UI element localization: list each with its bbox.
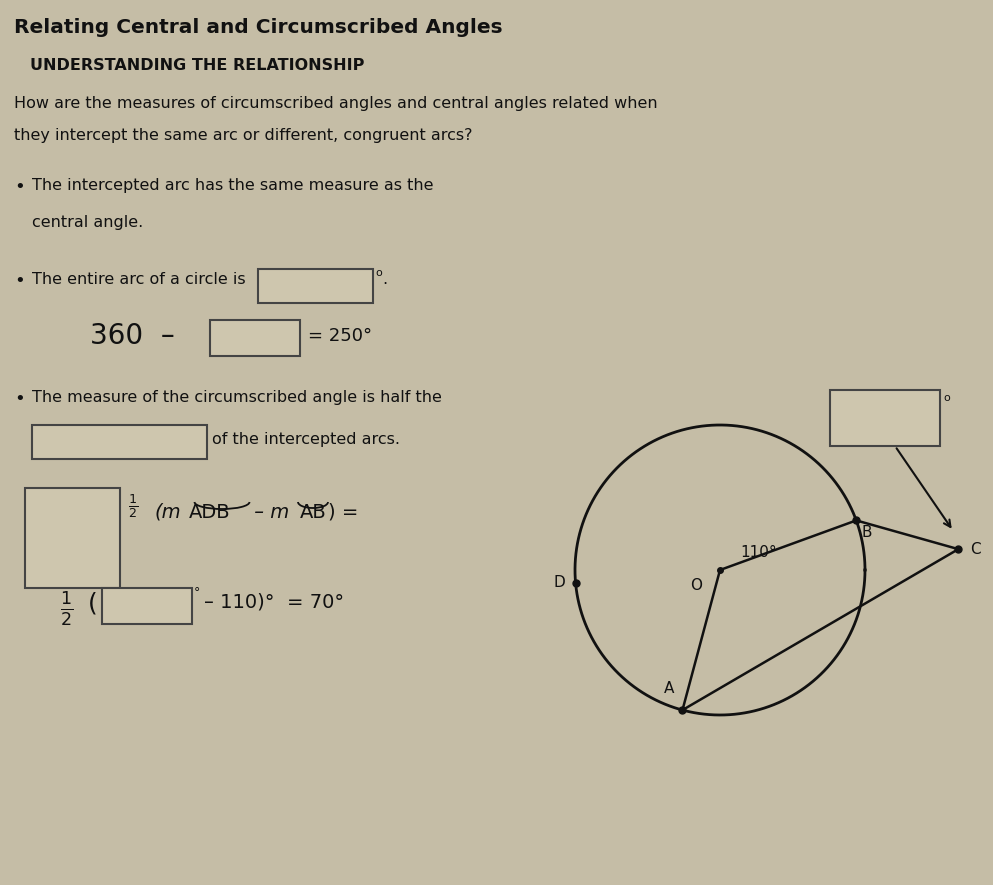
Text: – 110)°  = 70°: – 110)° = 70° (204, 592, 345, 611)
Text: o: o (375, 268, 381, 278)
Bar (830, 390, 940, 446)
Text: •: • (14, 272, 25, 290)
Text: The intercepted arc has the same measure as the: The intercepted arc has the same measure… (32, 178, 434, 193)
Text: 110°: 110° (740, 545, 777, 560)
Text: °: ° (194, 586, 201, 599)
Text: O: O (690, 578, 702, 593)
Text: they intercept the same arc or different, congruent arcs?: they intercept the same arc or different… (14, 128, 473, 143)
Text: (: ( (88, 592, 97, 616)
Text: •: • (14, 178, 25, 196)
Text: ) =: ) = (328, 503, 358, 522)
Text: UNDERSTANDING THE RELATIONSHIP: UNDERSTANDING THE RELATIONSHIP (30, 58, 364, 73)
Text: central angle.: central angle. (32, 215, 143, 230)
Text: $\frac{1}{2}$: $\frac{1}{2}$ (60, 590, 73, 627)
Text: How are the measures of circumscribed angles and central angles related when: How are the measures of circumscribed an… (14, 96, 657, 111)
Text: C: C (970, 542, 981, 557)
Text: $\frac{1}{2}$: $\frac{1}{2}$ (128, 492, 138, 519)
Text: 360  –: 360 – (90, 322, 175, 350)
Bar (102, 588, 192, 624)
Text: B: B (861, 526, 872, 541)
Text: – m: – m (248, 503, 289, 522)
Text: = 250°: = 250° (308, 327, 372, 345)
Bar (210, 320, 300, 356)
Bar (32, 425, 207, 459)
Text: The entire arc of a circle is: The entire arc of a circle is (32, 272, 245, 287)
Bar (258, 269, 373, 303)
Text: AB: AB (300, 503, 327, 522)
Text: D: D (554, 575, 566, 590)
Text: •: • (14, 390, 25, 408)
Text: .: . (382, 272, 387, 287)
Text: ADB: ADB (189, 503, 230, 522)
Text: The measure of the circumscribed angle is half the: The measure of the circumscribed angle i… (32, 390, 442, 405)
Text: o: o (943, 393, 949, 403)
Bar (25, 488, 120, 588)
Text: Relating Central and Circumscribed Angles: Relating Central and Circumscribed Angle… (14, 18, 502, 37)
Text: A: A (664, 681, 674, 696)
Text: of the intercepted arcs.: of the intercepted arcs. (212, 432, 400, 447)
Text: (m: (m (154, 503, 181, 522)
